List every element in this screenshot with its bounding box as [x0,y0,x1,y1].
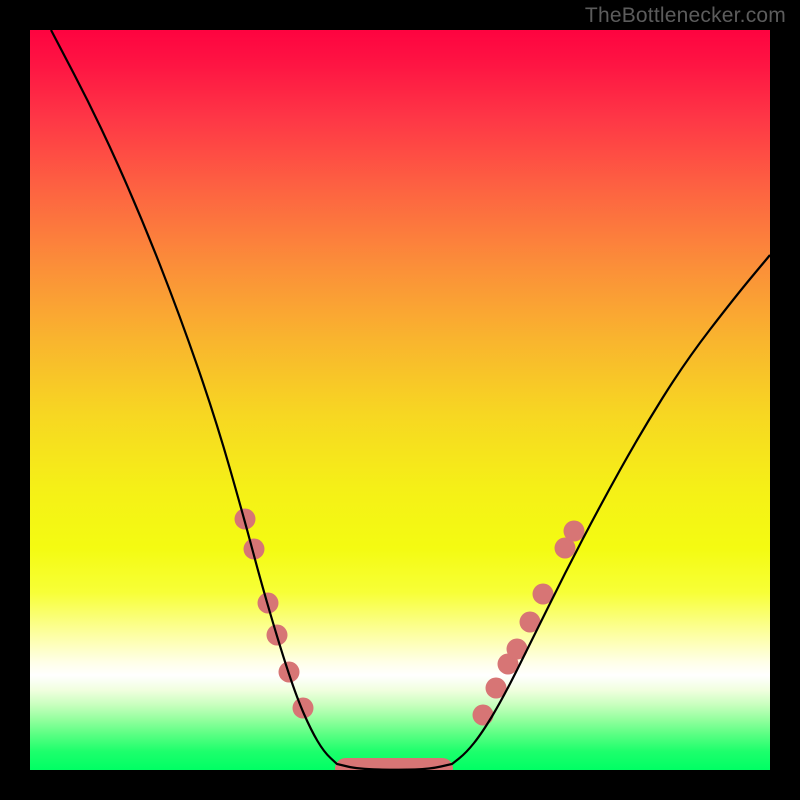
watermark-text: TheBottlenecker.com [585,4,786,28]
outer-border [0,0,800,800]
chart-stage: TheBottlenecker.com [0,0,800,800]
